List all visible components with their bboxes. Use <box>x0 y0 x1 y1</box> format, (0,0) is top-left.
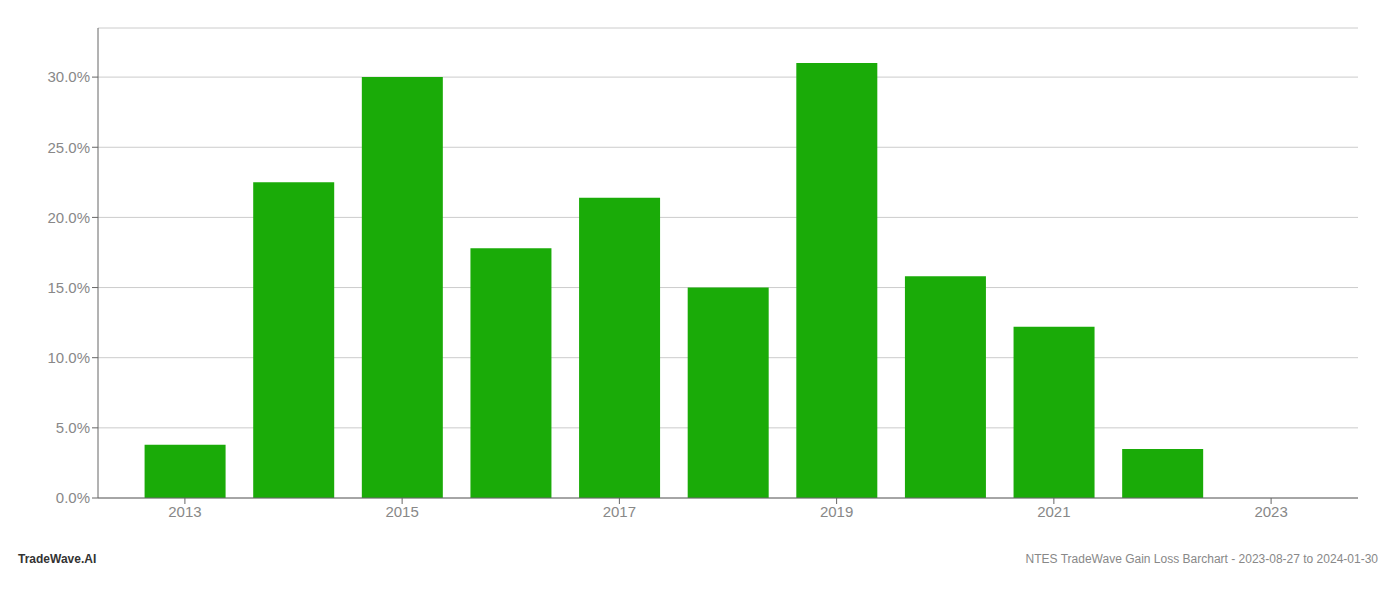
svg-text:2015: 2015 <box>385 503 418 520</box>
svg-text:0.0%: 0.0% <box>56 489 90 506</box>
html-text:TradeWave.AI: TradeWave.AI <box>18 552 97 566</box>
svg-text:10.0%: 10.0% <box>47 349 90 366</box>
svg-text:2021: 2021 <box>1037 503 1070 520</box>
svg-text:15.0%: 15.0% <box>47 279 90 296</box>
svg-text:25.0%: 25.0% <box>47 139 90 156</box>
svg-text:2013: 2013 <box>168 503 201 520</box>
svg-text:2023: 2023 <box>1254 503 1287 520</box>
svg-text:20.0%: 20.0% <box>47 209 90 226</box>
svg-text:2017: 2017 <box>603 503 636 520</box>
svg-text:2019: 2019 <box>820 503 853 520</box>
svg-text:30.0%: 30.0% <box>47 68 90 85</box>
html-text:NTES TradeWave Gain Loss Barch: NTES TradeWave Gain Loss Barchart - 2023… <box>1025 552 1378 566</box>
svg-text:5.0%: 5.0% <box>56 419 90 436</box>
